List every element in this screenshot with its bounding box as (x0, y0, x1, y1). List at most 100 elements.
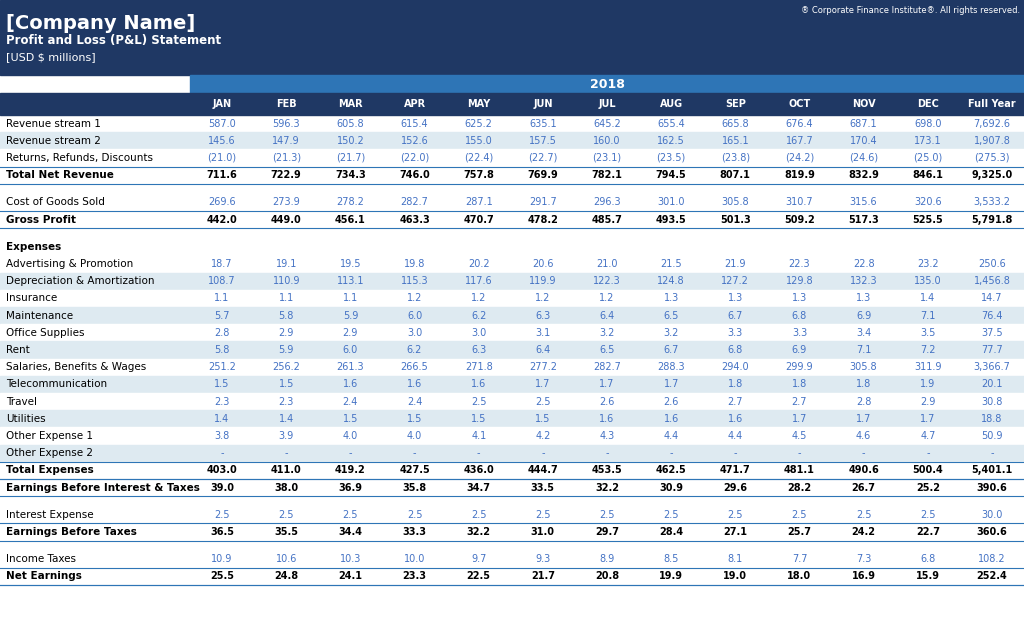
Text: 2.4: 2.4 (407, 397, 422, 406)
Text: 1.2: 1.2 (599, 294, 614, 304)
Text: 478.2: 478.2 (527, 214, 558, 224)
Text: 273.9: 273.9 (272, 197, 300, 207)
Text: 294.0: 294.0 (722, 362, 750, 372)
Text: 108.7: 108.7 (208, 276, 236, 286)
Text: (275.3): (275.3) (974, 153, 1010, 163)
Bar (0, 307, 1024, 324)
Text: (24.6): (24.6) (849, 153, 879, 163)
Bar (0, 167, 1024, 184)
Text: 119.9: 119.9 (529, 276, 557, 286)
Text: 2.7: 2.7 (728, 397, 743, 406)
Text: 27.1: 27.1 (723, 527, 748, 537)
Text: 28.2: 28.2 (787, 482, 812, 493)
Text: 271.8: 271.8 (465, 362, 493, 372)
Text: 676.4: 676.4 (785, 119, 813, 129)
Bar (0, 462, 1024, 479)
Text: 315.6: 315.6 (850, 197, 878, 207)
Text: (22.4): (22.4) (464, 153, 494, 163)
Text: 9.3: 9.3 (536, 554, 551, 564)
Text: -: - (413, 448, 417, 458)
Text: 2018: 2018 (590, 77, 625, 91)
Bar (0, 93, 1024, 115)
Text: 165.1: 165.1 (722, 136, 750, 146)
Text: Gross Profit: Gross Profit (6, 214, 76, 224)
Text: 2.3: 2.3 (214, 397, 229, 406)
Text: -: - (541, 448, 545, 458)
Text: 50.9: 50.9 (981, 431, 1002, 441)
Text: 1.5: 1.5 (343, 414, 358, 424)
Text: 145.6: 145.6 (208, 136, 236, 146)
Text: 170.4: 170.4 (850, 136, 878, 146)
Text: 252.4: 252.4 (977, 571, 1008, 581)
Text: 20.8: 20.8 (595, 571, 620, 581)
Text: 2.6: 2.6 (664, 397, 679, 406)
Text: 596.3: 596.3 (272, 119, 300, 129)
Text: 8.1: 8.1 (728, 554, 743, 564)
Text: 19.1: 19.1 (275, 259, 297, 269)
Text: (21.7): (21.7) (336, 153, 365, 163)
Text: 3.2: 3.2 (599, 328, 614, 338)
Text: 782.1: 782.1 (592, 170, 623, 180)
Text: 462.5: 462.5 (655, 465, 686, 476)
Text: 160.0: 160.0 (593, 136, 621, 146)
Text: 22.7: 22.7 (915, 527, 940, 537)
Text: 173.1: 173.1 (914, 136, 942, 146)
Text: 282.7: 282.7 (593, 362, 621, 372)
Text: 5,401.1: 5,401.1 (972, 465, 1013, 476)
Text: 655.4: 655.4 (657, 119, 685, 129)
Text: 2.5: 2.5 (599, 510, 614, 520)
Text: 2.9: 2.9 (279, 328, 294, 338)
Text: 587.0: 587.0 (208, 119, 236, 129)
Text: 3.1: 3.1 (536, 328, 551, 338)
Text: 525.5: 525.5 (912, 214, 943, 224)
Text: 36.9: 36.9 (338, 482, 362, 493)
Text: 807.1: 807.1 (720, 170, 751, 180)
Text: Cost of Goods Sold: Cost of Goods Sold (6, 197, 104, 207)
Text: (21.0): (21.0) (208, 153, 237, 163)
Text: 471.7: 471.7 (720, 465, 751, 476)
Text: 278.2: 278.2 (337, 197, 365, 207)
Text: 150.2: 150.2 (337, 136, 365, 146)
Bar (0, 324, 1024, 341)
Bar (0, 115, 1024, 133)
Text: AUG: AUG (659, 99, 683, 109)
Text: 6.8: 6.8 (728, 345, 743, 355)
Text: 22.8: 22.8 (853, 259, 874, 269)
Text: 24.8: 24.8 (274, 571, 298, 581)
Text: 3.0: 3.0 (407, 328, 422, 338)
Text: 1,907.8: 1,907.8 (974, 136, 1011, 146)
Text: 2.5: 2.5 (856, 510, 871, 520)
Text: 5.8: 5.8 (279, 311, 294, 321)
Text: 625.2: 625.2 (465, 119, 493, 129)
Text: 8.9: 8.9 (599, 554, 614, 564)
Text: 470.7: 470.7 (463, 214, 494, 224)
Text: 22.5: 22.5 (467, 571, 490, 581)
Text: 1.6: 1.6 (728, 414, 743, 424)
Text: 1.5: 1.5 (536, 414, 551, 424)
Text: 2.4: 2.4 (343, 397, 358, 406)
Text: 7,692.6: 7,692.6 (974, 119, 1011, 129)
Text: 1.8: 1.8 (792, 379, 807, 389)
Text: Revenue stream 1: Revenue stream 1 (6, 119, 101, 129)
Text: JUL: JUL (598, 99, 615, 109)
Text: 1.6: 1.6 (407, 379, 422, 389)
Text: 5.9: 5.9 (279, 345, 294, 355)
Bar (0, 341, 1024, 359)
Text: 3.3: 3.3 (728, 328, 743, 338)
Text: Travel: Travel (6, 397, 37, 406)
Text: 1.7: 1.7 (599, 379, 614, 389)
Text: 1.6: 1.6 (471, 379, 486, 389)
Text: 5.9: 5.9 (343, 311, 358, 321)
Text: 167.7: 167.7 (785, 136, 813, 146)
Text: Income Taxes: Income Taxes (6, 554, 76, 564)
Text: 711.6: 711.6 (207, 170, 238, 180)
Text: 1.3: 1.3 (792, 294, 807, 304)
Text: 282.7: 282.7 (400, 197, 428, 207)
Text: 291.7: 291.7 (529, 197, 557, 207)
Text: 769.9: 769.9 (527, 170, 558, 180)
Text: 4.4: 4.4 (664, 431, 679, 441)
Text: 30.0: 30.0 (981, 510, 1002, 520)
Text: JAN: JAN (213, 99, 231, 109)
Text: 287.1: 287.1 (465, 197, 493, 207)
Bar (0, 506, 1024, 524)
